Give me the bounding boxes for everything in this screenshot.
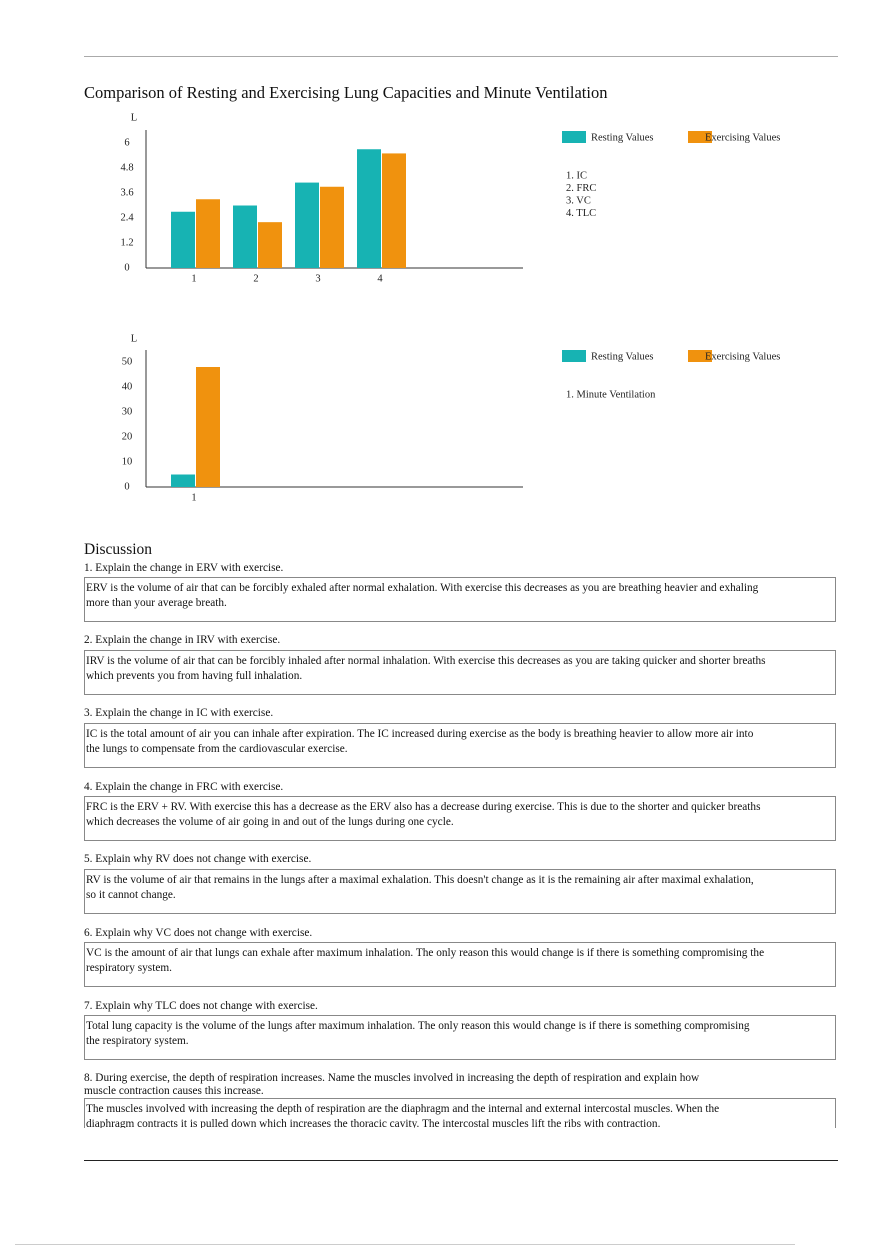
answer-box: FRC is the ERV + RV. With exercise this … xyxy=(84,796,836,841)
bar xyxy=(295,182,319,268)
bar xyxy=(382,153,406,268)
answer: FRC is the ERV + RV. With exercise this … xyxy=(86,801,761,828)
answer-box: RV is the volume of air that remains in … xyxy=(84,869,836,914)
legend-label: Resting Values xyxy=(591,132,654,143)
y-tick-label: 3.6 xyxy=(120,187,133,198)
question: 1. Explain the change in ERV with exerci… xyxy=(84,562,284,574)
key-item: 3. VC xyxy=(566,195,591,206)
y-tick-label: 50 xyxy=(122,356,133,367)
question: 3. Explain the change in IC with exercis… xyxy=(84,707,274,719)
y-tick-label: 2.4 xyxy=(120,212,134,223)
question: 5. Explain why RV does not change with e… xyxy=(84,853,312,865)
legend-label: Exercising Values xyxy=(705,351,780,362)
discussion-heading: Discussion xyxy=(84,541,153,558)
x-tick-label: 2 xyxy=(253,273,258,284)
answer: RV is the volume of air that remains in … xyxy=(86,874,754,901)
legend-swatch xyxy=(688,131,712,143)
y-tick-label: 0 xyxy=(124,481,129,492)
bar xyxy=(196,199,220,268)
answer: The muscles involved with increasing the… xyxy=(86,1103,720,1128)
bar xyxy=(258,222,282,268)
answer: ERV is the volume of air that can be for… xyxy=(86,582,759,609)
y-axis-label: L xyxy=(131,333,137,344)
title: Comparison of Resting and Exercising Lun… xyxy=(84,83,608,102)
legend-swatch xyxy=(562,350,586,362)
answer-box: ERV is the volume of air that can be for… xyxy=(84,577,836,622)
bar xyxy=(171,474,195,487)
x-tick-label: 1 xyxy=(191,273,196,284)
bar xyxy=(357,149,381,268)
answer: VC is the amount of air that lungs can e… xyxy=(86,947,765,974)
footer-rule xyxy=(15,1244,795,1245)
question: 7. Explain why TLC does not change with … xyxy=(84,1000,318,1012)
answer-box: VC is the amount of air that lungs can e… xyxy=(84,942,836,987)
key-item: 4. TLC xyxy=(566,208,596,219)
answer: IC is the total amount of air you can in… xyxy=(86,728,754,755)
question: 6. Explain why VC does not change with e… xyxy=(84,927,313,939)
y-tick-label: 1.2 xyxy=(120,237,133,248)
key-item: 1. IC xyxy=(566,170,587,181)
key-item: 1. Minute Ventilation xyxy=(566,389,656,400)
bar xyxy=(196,367,220,487)
answer: IRV is the volume of air that can be for… xyxy=(86,655,766,682)
question: 2. Explain the change in IRV with exerci… xyxy=(84,634,281,646)
y-tick-label: 40 xyxy=(122,381,133,392)
y-tick-label: 20 xyxy=(122,431,133,442)
y-axis-label: L xyxy=(131,112,137,123)
answer-box: Total lung capacity is the volume of the… xyxy=(84,1015,836,1060)
bar xyxy=(233,205,257,268)
x-tick-label: 3 xyxy=(315,273,320,284)
answer: Total lung capacity is the volume of the… xyxy=(86,1020,750,1047)
bottom-rule xyxy=(84,1160,838,1161)
y-tick-label: 10 xyxy=(122,456,133,467)
legend-label: Resting Values xyxy=(591,351,654,362)
x-tick-label: 1 xyxy=(191,492,196,503)
question: 4. Explain the change in FRC with exerci… xyxy=(84,781,284,793)
legend-swatch xyxy=(688,350,712,362)
bar xyxy=(320,186,344,268)
answer-box: IC is the total amount of air you can in… xyxy=(84,723,836,768)
top-rule xyxy=(84,56,838,57)
legend-label: Exercising Values xyxy=(705,132,780,143)
x-tick-label: 4 xyxy=(377,273,383,284)
charts: L 0 1.2 2.4 3.6 4.8 6 1 2 3 4 Resting Values Exercis… xyxy=(120,112,780,503)
bar xyxy=(171,211,195,268)
answer-box: The muscles involved with increasing the… xyxy=(84,1098,836,1128)
y-tick-label: 0 xyxy=(124,262,129,273)
y-tick-label: 6 xyxy=(124,137,129,148)
y-tick-label: 30 xyxy=(122,406,133,417)
legend-swatch xyxy=(562,131,586,143)
key-item: 2. FRC xyxy=(566,183,596,194)
question: 8. During exercise, the depth of respira… xyxy=(84,1072,700,1097)
answer-box: IRV is the volume of air that can be for… xyxy=(84,650,836,695)
y-tick-label: 4.8 xyxy=(120,162,133,173)
